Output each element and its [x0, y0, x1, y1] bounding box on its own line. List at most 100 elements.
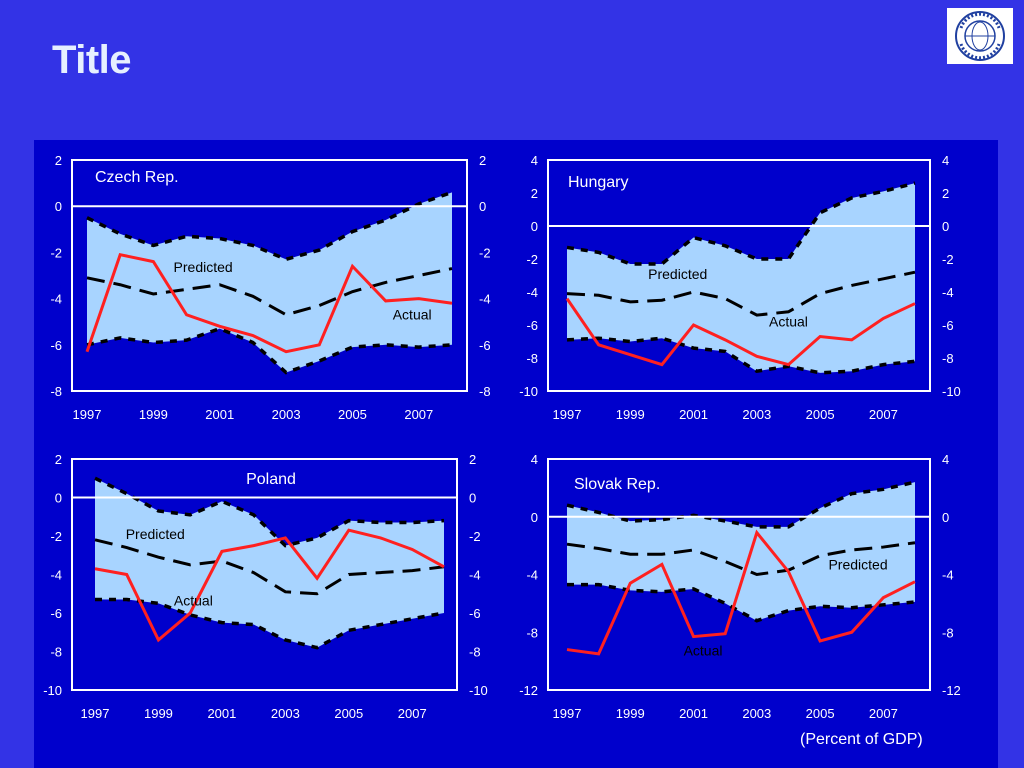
x-tick-label: 2001: [679, 407, 708, 422]
x-tick-label: 2001: [679, 706, 708, 721]
x-tick-label: 1997: [553, 407, 582, 422]
band-lower-line: [86, 326, 453, 375]
imf-seal-icon: [947, 8, 1013, 64]
y-tick-label-left: -6: [50, 338, 62, 353]
x-tick-label: 2001: [207, 706, 236, 721]
y-tick-label-right: -6: [469, 606, 481, 621]
y-tick-label-left: -6: [526, 318, 538, 333]
confidence-band: [567, 183, 915, 373]
y-tick-label-right: -6: [942, 318, 954, 333]
y-tick-label-right: -2: [942, 252, 954, 267]
y-tick-label-right: -12: [942, 683, 961, 698]
x-tick-label: 2003: [272, 407, 301, 422]
series-predicted-line: [86, 267, 453, 317]
band-upper-line: [566, 480, 916, 529]
band-upper-line: [94, 476, 445, 548]
x-tick-label: 2005: [334, 706, 363, 721]
y-tick-label-left: 0: [531, 219, 538, 234]
y-tick-label-left: 4: [531, 452, 538, 467]
y-tick-label-right: -2: [479, 245, 491, 260]
series-actual-line: [94, 528, 445, 643]
y-tick-label-right: 4: [942, 452, 949, 467]
band-lower-line: [95, 597, 445, 650]
y-tick-label-right: -2: [469, 529, 481, 544]
series-actual-line: [565, 297, 916, 367]
x-tick-label: 2003: [271, 706, 300, 721]
x-tick-label: 1999: [139, 407, 168, 422]
series-actual-line: [85, 252, 453, 354]
y-tick-label-left: -4: [50, 568, 62, 583]
x-tick-label: 2007: [404, 407, 433, 422]
annotation-label: Predicted: [126, 526, 185, 542]
y-tick-label-left: 2: [55, 153, 62, 168]
y-tick-label-left: -8: [526, 625, 538, 640]
series-predicted-line: [566, 541, 916, 577]
y-tick-label-right: -4: [479, 292, 491, 307]
y-tick-label-left: -8: [526, 351, 538, 366]
y-tick-label-right: -4: [942, 568, 954, 583]
y-tick-label-left: -4: [50, 292, 62, 307]
y-tick-label-right: -8: [942, 351, 954, 366]
band-lower-line: [567, 582, 916, 623]
y-tick-label-right: -8: [479, 384, 491, 399]
y-tick-label-right: -8: [469, 645, 481, 660]
y-tick-label-left: -2: [50, 529, 62, 544]
footnote: (Percent of GDP): [800, 731, 923, 748]
annotation-label: Actual: [684, 642, 723, 658]
confidence-band: [567, 482, 915, 621]
y-tick-label-right: 0: [942, 219, 949, 234]
x-tick-label: 2005: [338, 407, 367, 422]
series-predicted-line: [94, 538, 445, 596]
x-tick-label: 1999: [616, 706, 645, 721]
annotation-label: Actual: [393, 306, 432, 322]
series-actual-line: [566, 529, 916, 656]
confidence-band: [95, 478, 444, 648]
x-tick-label: 2007: [869, 706, 898, 721]
y-tick-label-right: 2: [942, 186, 949, 201]
y-tick-label-right: 0: [942, 510, 949, 525]
y-tick-label-left: -10: [43, 683, 62, 698]
y-tick-label-right: 2: [479, 153, 486, 168]
plot-frame: [71, 159, 468, 392]
x-tick-label: 2005: [806, 706, 835, 721]
x-tick-label: 2005: [806, 407, 835, 422]
slide-title: Title: [52, 38, 132, 82]
y-tick-label-right: -6: [479, 338, 491, 353]
series-predicted-line: [566, 270, 916, 317]
plot-frame: [547, 458, 931, 691]
x-tick-label: 1997: [81, 706, 110, 721]
x-tick-label: 1997: [553, 706, 582, 721]
annotation-label: Predicted: [828, 556, 887, 572]
confidence-band: [87, 192, 452, 373]
imf-seal-graphic: [955, 11, 1005, 61]
y-tick-label-left: 0: [55, 491, 62, 506]
y-tick-label-left: 2: [55, 452, 62, 467]
y-tick-label-left: -12: [519, 683, 538, 698]
y-tick-label-left: -4: [526, 285, 538, 300]
annotation-label: Actual: [769, 314, 808, 330]
band-upper-line: [86, 190, 453, 262]
y-tick-label-right: -4: [942, 285, 954, 300]
y-tick-label-left: -2: [50, 245, 62, 260]
band-upper-line: [566, 181, 916, 266]
y-tick-label-right: -10: [942, 384, 961, 399]
y-tick-label-left: -8: [50, 384, 62, 399]
chart-title: Hungary: [568, 174, 628, 191]
x-tick-label: 2003: [742, 706, 771, 721]
y-tick-label-left: 2: [531, 186, 538, 201]
annotation-label: Predicted: [174, 259, 233, 275]
x-tick-label: 2007: [869, 407, 898, 422]
y-tick-label-right: -10: [469, 683, 488, 698]
y-tick-label-left: -4: [526, 568, 538, 583]
y-tick-label-left: -2: [526, 252, 538, 267]
x-tick-label: 1999: [616, 407, 645, 422]
y-tick-label-left: 0: [55, 199, 62, 214]
annotation-label: Predicted: [648, 266, 707, 282]
plot-frame: [71, 458, 458, 691]
y-tick-label-right: -4: [469, 568, 481, 583]
chart-title: Poland: [246, 471, 296, 488]
y-tick-label-left: -6: [50, 606, 62, 621]
plot-frame: [547, 159, 931, 392]
y-tick-label-left: 4: [531, 153, 538, 168]
y-tick-label-right: 0: [469, 491, 476, 506]
